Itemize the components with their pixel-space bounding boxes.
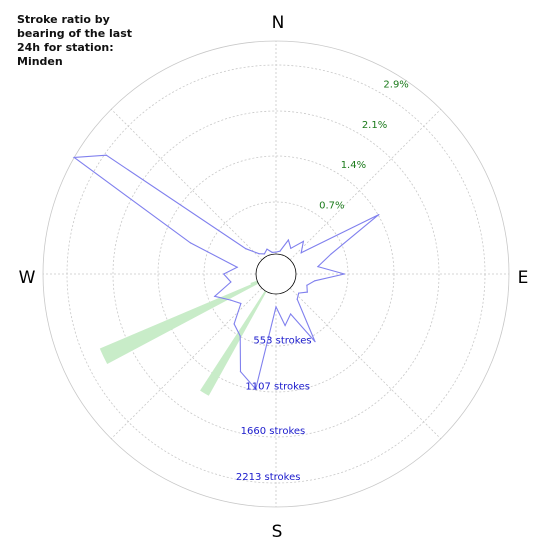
center-circle — [255, 253, 297, 295]
ratio-line — [72, 154, 380, 391]
ratio-point — [298, 292, 300, 294]
ratio-point — [233, 323, 235, 325]
ratio-point — [258, 253, 260, 255]
grid-spoke — [110, 287, 263, 440]
ratio-point — [317, 266, 319, 268]
ratio-point — [223, 273, 225, 275]
ratio-point — [290, 247, 292, 249]
stroke-wedge — [200, 290, 267, 396]
compass-east: E — [518, 268, 529, 288]
ratio-point — [263, 253, 265, 255]
ratio-point — [245, 248, 247, 250]
grid-spoke — [289, 287, 442, 440]
grid-spoke — [110, 108, 263, 261]
ratio-point — [240, 302, 242, 305]
compass-west: W — [19, 268, 36, 288]
ratio-point — [306, 284, 308, 286]
grid-spoke — [289, 108, 442, 261]
grid-ring — [112, 110, 440, 438]
ratio-point — [275, 251, 277, 253]
ratio-point — [314, 280, 316, 282]
ratio-point — [73, 156, 75, 159]
ratio-point — [378, 214, 380, 216]
ratio-tick-label: 1.4% — [341, 160, 366, 171]
stroke-tick-label: 2213 strokes — [236, 472, 301, 483]
ratio-point — [287, 239, 289, 241]
ratio-tick-label: 0.7% — [319, 200, 344, 211]
polar-grid — [42, 40, 510, 508]
ratio-point — [300, 252, 302, 254]
ratio-point — [230, 299, 232, 301]
ratio-point — [306, 291, 308, 293]
tick-labels: 0.7% 1.4% 2.1% 2.9% 553 strokes 1107 strokes 1… — [236, 79, 409, 482]
ratio-point — [275, 306, 277, 308]
ratio-point — [189, 242, 192, 244]
ratio-point — [343, 273, 346, 275]
stroke-tick-label: 553 strokes — [253, 336, 311, 347]
ratio-point — [239, 371, 242, 373]
ratio-tick-label: 2.1% — [362, 120, 387, 131]
ratio-point — [266, 248, 268, 250]
ratio-line-layer — [72, 154, 380, 391]
stroke-tick-label: 1660 strokes — [241, 426, 306, 437]
stroke-wedge — [250, 280, 258, 285]
ratio-point — [239, 335, 241, 337]
ratio-point — [255, 388, 257, 390]
ratio-point — [214, 295, 216, 297]
stroke-tick-label: 1107 strokes — [245, 381, 310, 392]
ratio-point — [302, 240, 304, 242]
ratio-point — [271, 251, 273, 253]
ratio-point — [289, 313, 292, 315]
stroke-wedges — [99, 280, 267, 396]
ratio-point — [314, 341, 316, 343]
ratio-point — [296, 298, 298, 300]
compass-north: N — [272, 13, 285, 33]
ratio-point — [236, 266, 238, 268]
compass-south: S — [272, 522, 283, 542]
ratio-point — [279, 250, 281, 252]
chart-title: Stroke ratio by bearing of the last 24h … — [17, 13, 133, 68]
stroke-wedge — [99, 281, 259, 365]
ratio-point — [105, 154, 107, 156]
ratio-point — [330, 253, 332, 255]
ratio-tick-label: 2.9% — [383, 79, 408, 90]
ratio-point — [230, 281, 232, 283]
ratio-point — [284, 324, 286, 327]
